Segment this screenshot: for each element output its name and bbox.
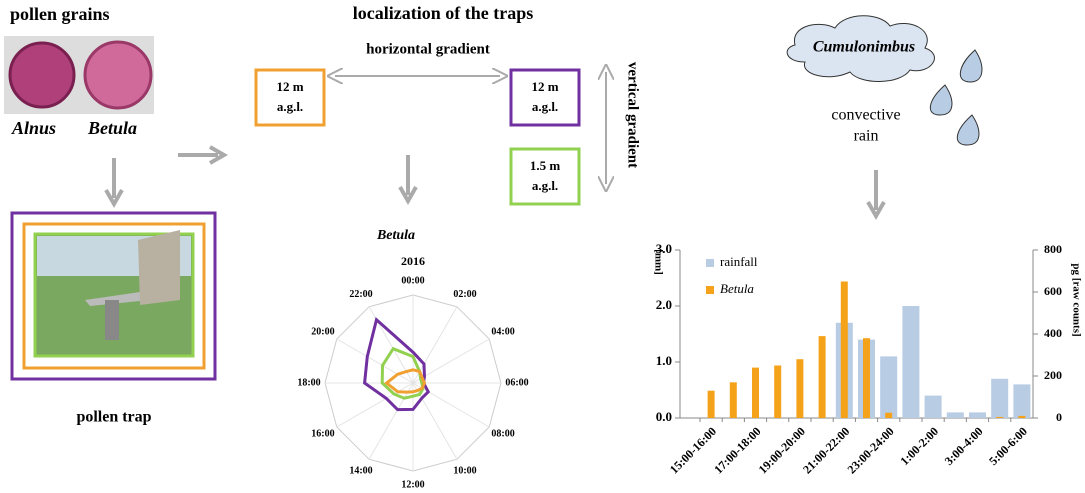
radar-axis-label: 14:00 (349, 466, 372, 477)
rain-label: convective (831, 107, 900, 124)
x-tick-label: 21:00-22:00 (800, 424, 852, 476)
radar-spoke (368, 382, 414, 460)
y2-tick-label: 800 (1044, 242, 1062, 256)
bar (1018, 415, 1026, 418)
horizontal-label: horizontal gradient (366, 41, 490, 57)
y2-tick-label: 600 (1044, 284, 1062, 298)
drop (960, 49, 983, 83)
radar-subtitle: 2016 (401, 254, 425, 268)
cloud-label: Cumulonimbus (813, 39, 915, 56)
grain-label: Alnus (11, 118, 56, 138)
y-tick-label: 2.0 (656, 297, 672, 312)
bar (969, 412, 986, 418)
x-tick-label: 3:00-4:00 (942, 424, 986, 468)
box-text: a.g.l. (532, 99, 558, 114)
trap-top (85, 292, 150, 306)
cloud (786, 15, 935, 82)
x-tick-label: 1:00-2:00 (897, 424, 941, 468)
y-tick-label: 0.0 (656, 409, 672, 424)
legend-swatch (706, 259, 714, 267)
bar (863, 338, 870, 418)
y2-axis-label: pg [raw counts] (1070, 263, 1082, 336)
radar-axis-label: 22:00 (349, 289, 372, 300)
pollen-title: pollen grains (10, 4, 110, 24)
bar (1013, 384, 1031, 418)
x-tick-label: 5:00-6:00 (986, 424, 1030, 468)
radar-spoke (336, 338, 414, 384)
box-text: a.g.l. (532, 178, 558, 193)
frame-orange (22, 222, 206, 370)
legend-swatch (706, 286, 714, 294)
x-tick-label: 15:00-16:00 (667, 424, 719, 476)
bar (796, 359, 804, 418)
radar-axis-label: 18:00 (297, 377, 320, 388)
y2-tick-label: 200 (1044, 368, 1062, 382)
bar (707, 390, 715, 418)
x-tick-label: 23:00-24:00 (844, 424, 896, 476)
bar (902, 306, 920, 418)
bar (729, 382, 737, 418)
bar (752, 367, 759, 418)
radar-axis-label: 02:00 (453, 289, 476, 300)
arrow (398, 155, 418, 206)
radar-axis-label: 00:00 (401, 275, 424, 286)
arrow (104, 158, 124, 209)
radar-series (384, 368, 427, 394)
box-green (509, 147, 581, 206)
trap-vane (138, 230, 180, 305)
drop (930, 84, 953, 116)
frame-purple (10, 211, 217, 381)
grain-label: Betula (87, 118, 137, 138)
bar (996, 416, 1004, 418)
bar (924, 395, 942, 418)
bar (885, 412, 893, 418)
bar (774, 365, 782, 418)
drop (957, 114, 980, 146)
radar-title: Betula (376, 228, 415, 243)
radar-series (380, 346, 425, 400)
radar-axis-label: 12:00 (401, 479, 424, 490)
radar-series (363, 316, 431, 412)
traps-title: localization of the traps (353, 3, 533, 23)
box-purple (509, 68, 581, 127)
box-text: 12 m (531, 79, 558, 94)
y-tick-label: 3.0 (656, 241, 672, 256)
bar (880, 356, 898, 418)
box-orange (254, 68, 326, 127)
x-tick-label: 17:00-18:00 (711, 424, 763, 476)
legend-label: rainfall (720, 254, 758, 269)
arrow (866, 170, 886, 221)
trap-pole (105, 300, 119, 340)
rain-label: rain (854, 128, 879, 145)
bar (946, 412, 964, 418)
box-text: a.g.l. (277, 99, 303, 114)
radar-axis-label: 04:00 (491, 326, 514, 337)
radar-axis-label: 16:00 (311, 428, 334, 439)
alnus-grain (8, 41, 76, 109)
radar-axis-label: 06:00 (505, 377, 528, 388)
arrow (178, 145, 229, 165)
box-text: 12 m (276, 79, 303, 94)
radar-axis-label: 08:00 (491, 428, 514, 439)
bar (991, 378, 1009, 418)
trap-label: pollen trap (76, 409, 151, 426)
y2-tick-label: 0 (1056, 410, 1062, 424)
legend-label: Betula (720, 281, 754, 296)
betula-grain (83, 40, 153, 110)
bar (840, 281, 848, 418)
x-tick-label: 19:00-20:00 (756, 424, 808, 476)
radar-spoke (336, 382, 414, 428)
y-tick-label: 1.0 (656, 353, 672, 368)
radar-axis-label: 20:00 (311, 326, 334, 337)
y2-tick-label: 400 (1044, 326, 1062, 340)
radar-spoke (412, 382, 490, 428)
y-axis-label: [mm] (652, 249, 664, 275)
vertical-label: vertical gradient (625, 62, 641, 168)
box-text: 1.5 m (530, 158, 561, 173)
radar-axis-label: 10:00 (453, 466, 476, 477)
bar (818, 336, 826, 418)
